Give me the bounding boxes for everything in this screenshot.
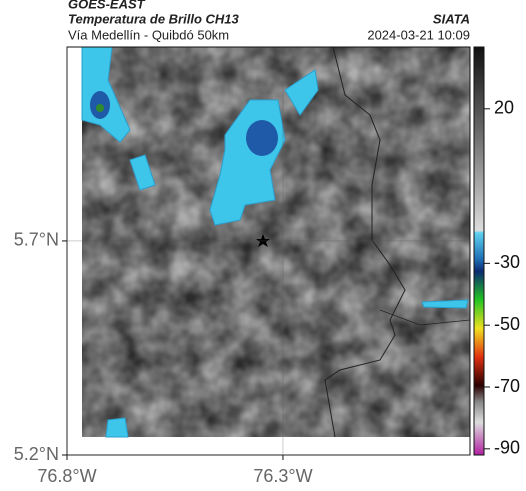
colorbar-tick-label: -30 — [494, 252, 520, 272]
x-tick-label: 76.3°W — [253, 466, 312, 486]
colorbar — [473, 46, 485, 456]
source: GOES-EAST — [68, 0, 146, 11]
header: GOES-EAST Temperatura de Brillo CH13 Vía… — [68, 0, 470, 42]
map-image — [81, 46, 471, 438]
colorbar-tick-label: -50 — [494, 314, 520, 334]
y-tick-label: 5.2°N — [14, 444, 59, 464]
y-tick-label: 5.7°N — [14, 230, 59, 250]
subtitle: Vía Medellín - Quibdó 50km — [68, 27, 229, 42]
colorbar-tick-label: -90 — [494, 438, 520, 458]
timestamp: 2024-03-21 10:09 — [367, 27, 470, 42]
border-line — [324, 46, 406, 438]
coldest-core — [96, 104, 104, 112]
colorbar-tick-label: -70 — [494, 376, 520, 396]
credit: SIATA — [433, 11, 470, 26]
x-tick-label: 76.8°W — [37, 466, 96, 486]
location-marker — [256, 234, 270, 247]
title: Temperatura de Brillo CH13 — [68, 11, 240, 26]
colorbar-tick-label: 20 — [494, 98, 514, 118]
border-line — [379, 309, 471, 326]
